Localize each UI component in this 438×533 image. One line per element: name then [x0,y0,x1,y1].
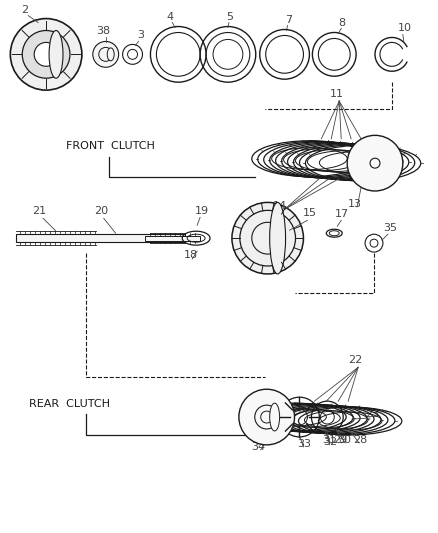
Circle shape [347,135,403,191]
Text: 22: 22 [348,356,362,365]
Text: 30: 30 [337,435,351,445]
FancyBboxPatch shape [145,236,200,241]
Circle shape [239,389,294,445]
Text: 33: 33 [297,439,311,449]
Text: 13: 13 [348,199,362,209]
Text: 23: 23 [365,409,379,419]
Text: 34: 34 [252,442,266,452]
Text: 11: 11 [330,89,344,99]
Text: 19: 19 [195,206,209,216]
Text: 8: 8 [339,18,346,28]
FancyBboxPatch shape [16,234,185,242]
Circle shape [34,43,58,66]
Text: 14: 14 [272,201,287,212]
Text: 10: 10 [398,23,412,34]
Text: 38: 38 [97,27,111,36]
Text: 3: 3 [137,30,144,41]
Text: 21: 21 [32,206,46,216]
Ellipse shape [270,403,279,431]
Ellipse shape [49,30,63,78]
Text: REAR  CLUTCH: REAR CLUTCH [29,399,110,409]
Text: 20: 20 [94,206,108,216]
Text: 12: 12 [388,161,402,171]
Ellipse shape [270,203,286,274]
Text: 5: 5 [226,12,233,21]
Text: 29: 29 [333,435,347,445]
Text: 15: 15 [302,208,316,219]
Text: 35: 35 [383,223,397,233]
Circle shape [93,42,119,67]
Text: FRONT  CLUTCH: FRONT CLUTCH [66,141,155,151]
Text: 4: 4 [167,12,174,21]
Text: 32: 32 [323,437,337,447]
Text: 28: 28 [353,435,367,445]
Text: 7: 7 [285,14,292,25]
Text: 31: 31 [322,435,336,445]
Text: 2: 2 [21,5,28,14]
Circle shape [232,203,304,274]
Circle shape [22,30,70,78]
Ellipse shape [107,48,114,61]
Text: 18: 18 [184,250,198,260]
Text: 17: 17 [335,209,349,219]
Circle shape [11,19,82,90]
